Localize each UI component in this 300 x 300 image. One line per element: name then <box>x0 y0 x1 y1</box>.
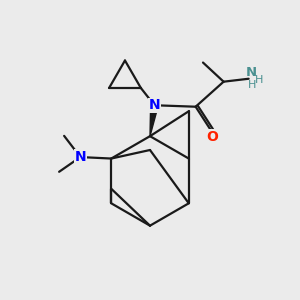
Text: N: N <box>246 66 257 79</box>
Text: O: O <box>206 130 218 144</box>
Text: H: H <box>248 80 256 90</box>
Polygon shape <box>150 105 158 136</box>
Text: N: N <box>148 98 160 112</box>
Text: H: H <box>255 75 263 85</box>
Text: N: N <box>74 150 86 164</box>
